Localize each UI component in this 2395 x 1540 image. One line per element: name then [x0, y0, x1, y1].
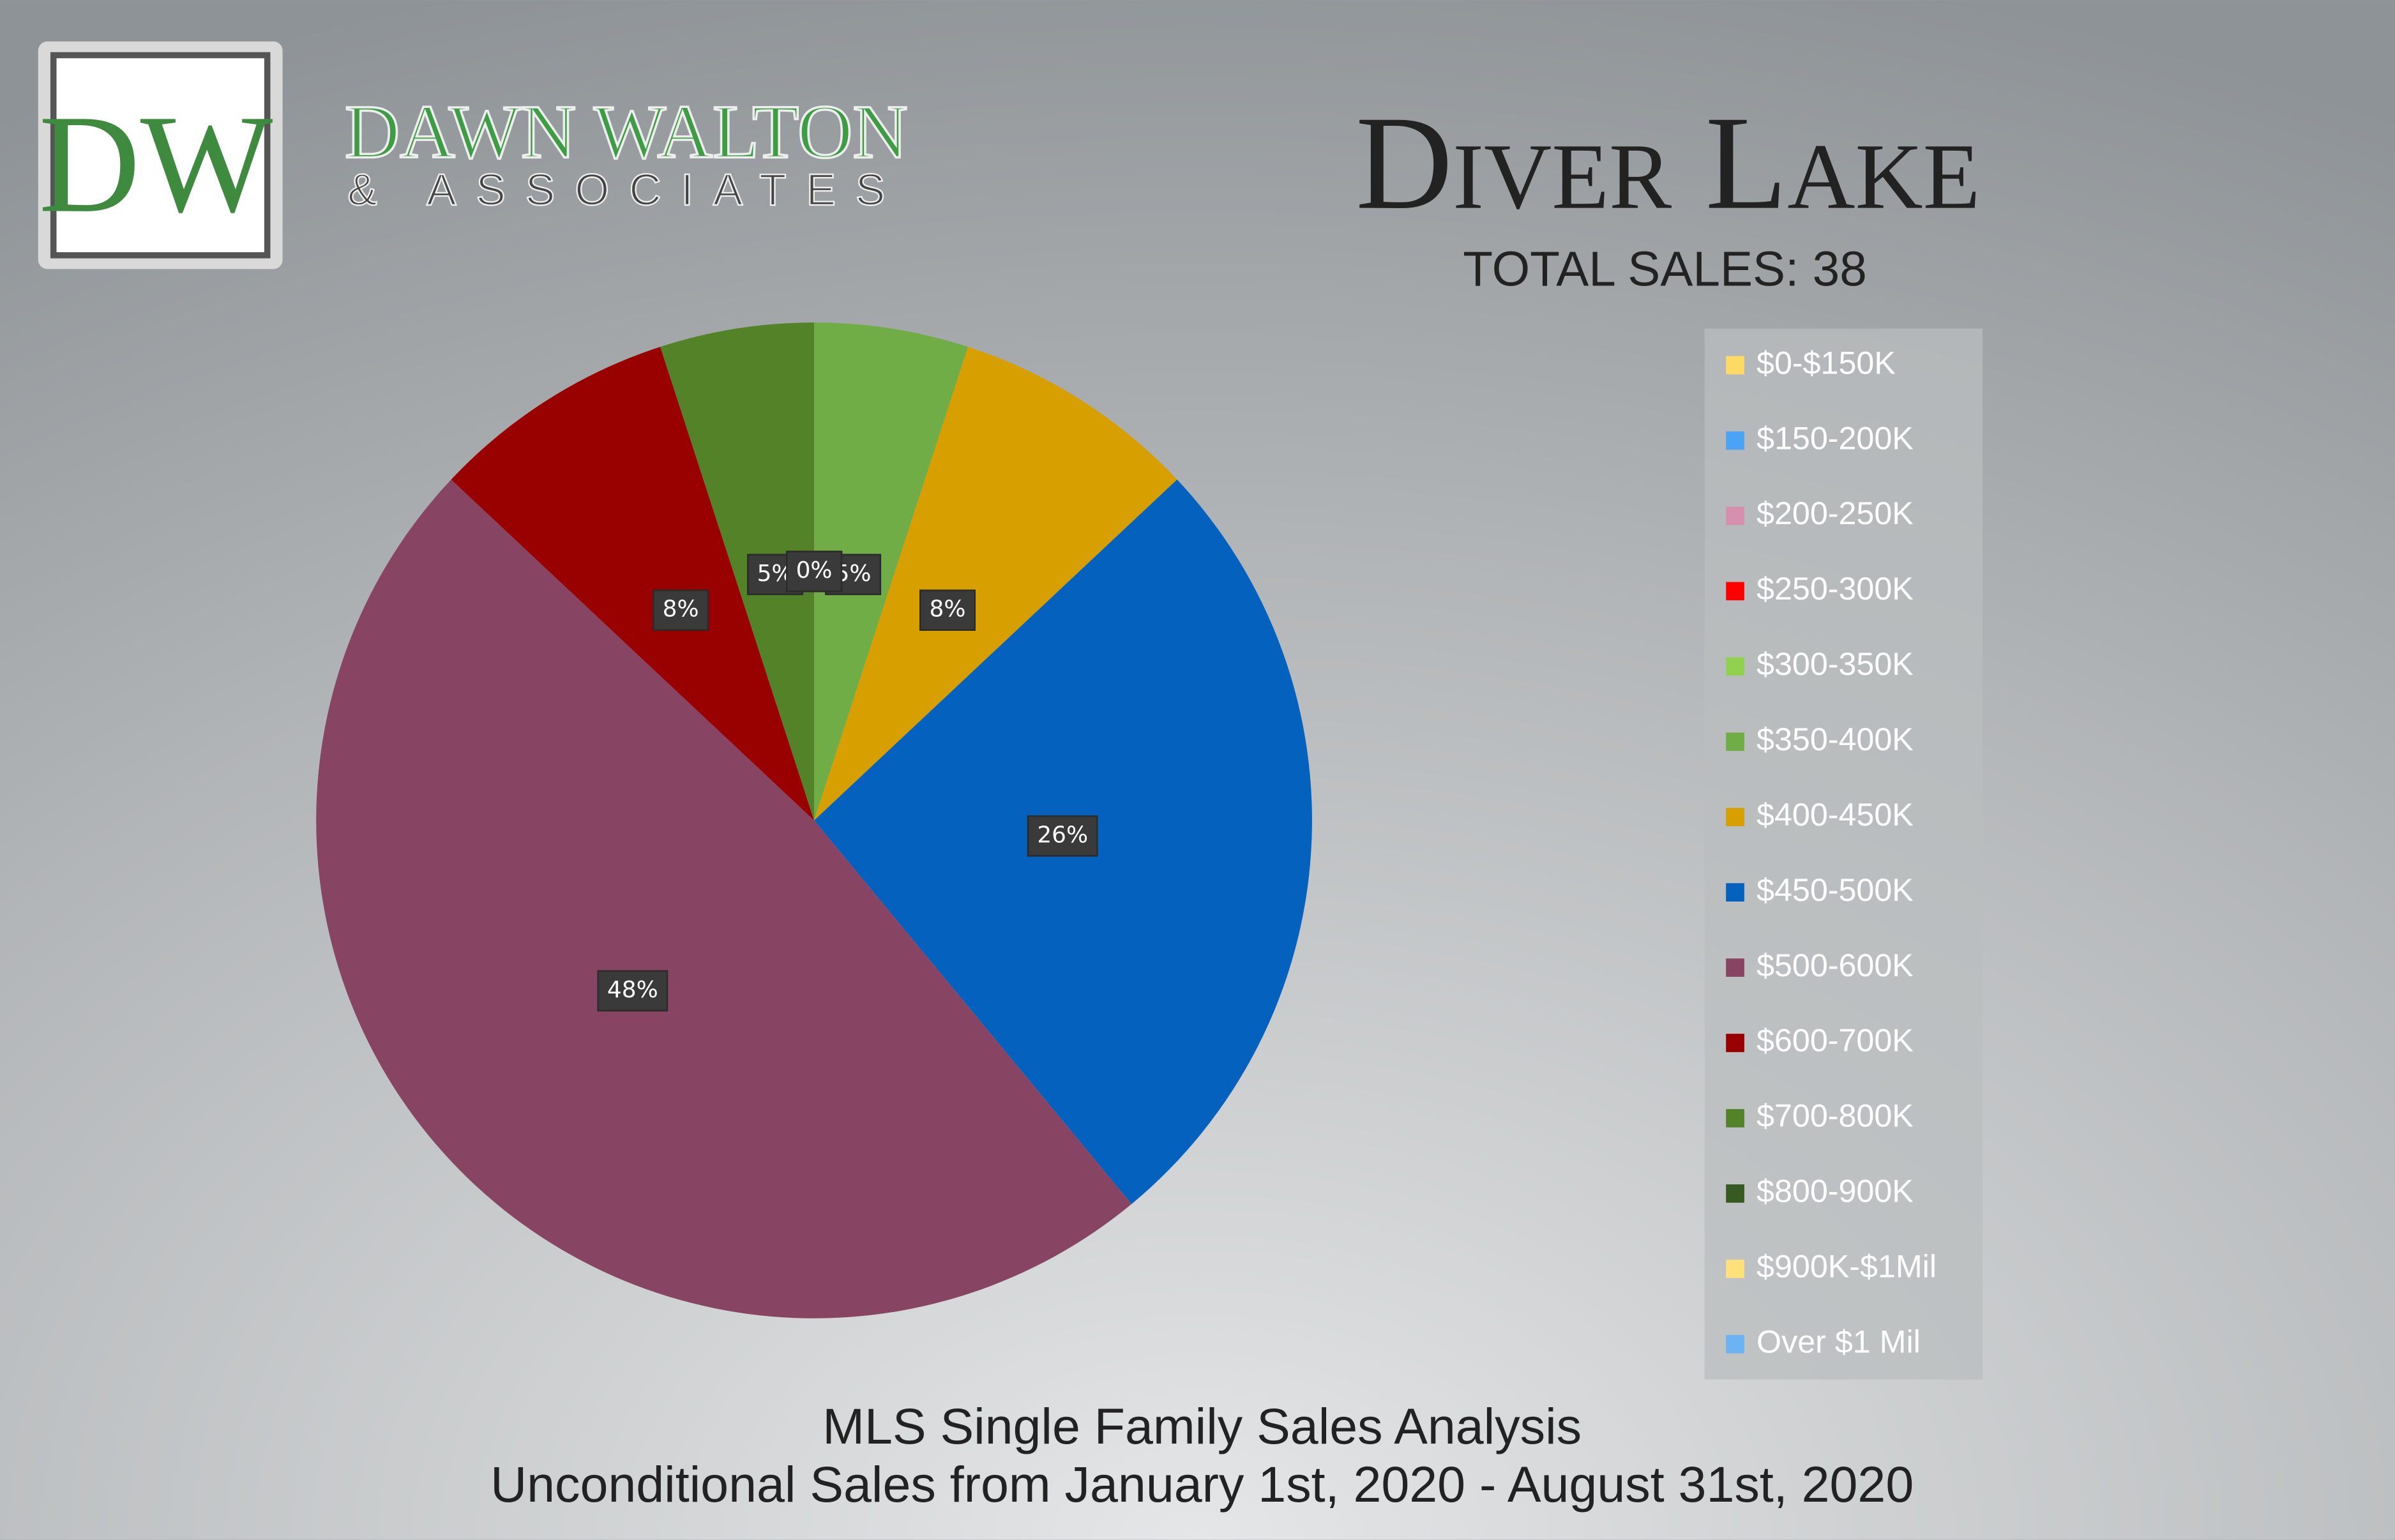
pie-slice	[660, 322, 815, 820]
legend-swatch	[1726, 506, 1744, 525]
legend-swatch	[1726, 958, 1744, 977]
data-label: 8%	[653, 589, 709, 631]
legend-label: $900K-$1Mil	[1757, 1249, 1937, 1285]
chart-subtitle: TOTAL SALES: 38	[1463, 243, 1867, 297]
data-label: 8%	[919, 589, 976, 631]
pie-slice	[814, 322, 969, 820]
legend-label: $200-250K	[1757, 495, 1914, 531]
data-label-text: 0%	[796, 557, 833, 584]
legend-label: $700-800K	[1757, 1098, 1914, 1134]
legend-swatch	[1726, 356, 1744, 375]
legend-label: $350-400K	[1757, 721, 1914, 757]
legend-swatch	[1726, 883, 1744, 902]
legend-label: $450-500K	[1757, 872, 1914, 908]
legend-swatch	[1726, 657, 1744, 676]
legend-swatch	[1726, 1259, 1744, 1278]
legend-label: $800-900K	[1757, 1174, 1914, 1209]
legend-swatch	[1726, 1109, 1744, 1128]
data-label-text: 8%	[930, 596, 966, 623]
legend-label: $0-$150K	[1757, 345, 1896, 381]
legend-swatch	[1726, 732, 1744, 751]
footer-line: MLS Single Family Sales Analysis	[822, 1398, 1582, 1454]
legend-swatch	[1726, 808, 1744, 827]
pie-slice	[451, 347, 815, 820]
legend-label: $300-350K	[1757, 646, 1914, 682]
logo-initials: DW	[39, 86, 273, 241]
pie-slice	[316, 479, 1132, 1318]
footer-line: Unconditional Sales from January 1st, 20…	[490, 1456, 1914, 1513]
data-label: 0%	[786, 550, 843, 593]
legend-label: $500-600K	[1757, 947, 1914, 983]
legend-swatch	[1726, 1334, 1744, 1354]
legend-label: $250-300K	[1757, 571, 1914, 607]
data-label-box	[1027, 815, 1098, 857]
data-label: 48%	[597, 970, 669, 1012]
logo-name: DAWN WALTON	[345, 89, 908, 174]
legend-label: $400-450K	[1757, 797, 1914, 833]
legend-box	[1704, 328, 1983, 1380]
legend-swatch	[1726, 431, 1744, 450]
legend-label: $600-700K	[1757, 1023, 1914, 1059]
data-label: 26%	[1027, 815, 1098, 857]
legend-swatch	[1726, 582, 1744, 601]
legend-label: $150-200K	[1757, 420, 1914, 456]
legend-label: Over $1 Mil	[1757, 1324, 1921, 1360]
pie-slice	[814, 347, 1177, 820]
data-label-box	[919, 589, 976, 631]
data-label-text: 8%	[663, 596, 699, 623]
chart-title: Diver Lake	[1356, 88, 1980, 238]
data-label-text: 48%	[607, 977, 658, 1003]
data-label-text: 26%	[1037, 822, 1088, 848]
logo-box	[50, 52, 271, 259]
legend-swatch	[1726, 1034, 1744, 1052]
data-label-box	[597, 970, 669, 1012]
legend-swatch	[1726, 1184, 1744, 1203]
data-label-box	[653, 589, 709, 631]
data-label-box	[786, 550, 843, 593]
logo-subname: & ASSOCIATES	[347, 165, 905, 215]
